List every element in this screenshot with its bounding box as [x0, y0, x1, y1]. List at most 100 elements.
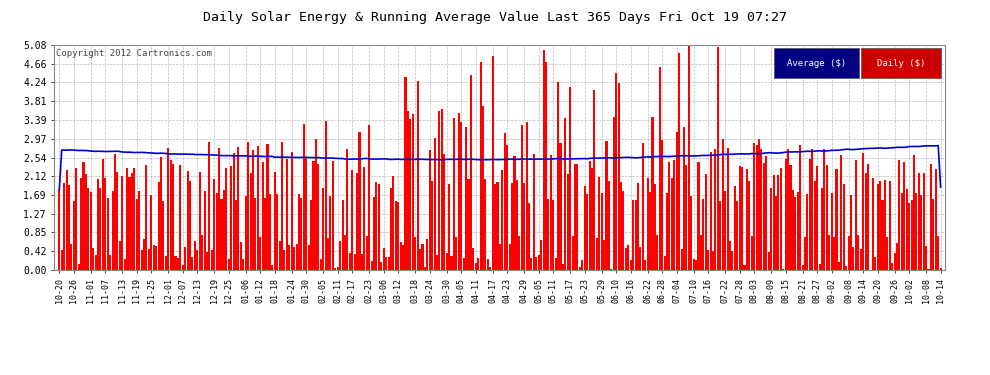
- Bar: [603, 240, 605, 270]
- Bar: [807, 194, 809, 270]
- Bar: [521, 125, 523, 270]
- Bar: [576, 164, 578, 270]
- Bar: [206, 252, 208, 270]
- Bar: [685, 165, 687, 270]
- Bar: [157, 182, 159, 270]
- Bar: [554, 258, 556, 270]
- Bar: [635, 200, 637, 270]
- Bar: [804, 237, 806, 270]
- Bar: [748, 182, 750, 270]
- Bar: [729, 241, 731, 270]
- Bar: [854, 160, 857, 270]
- Bar: [739, 166, 741, 270]
- Bar: [121, 176, 124, 270]
- Bar: [114, 154, 116, 270]
- Bar: [73, 201, 75, 270]
- Bar: [911, 201, 913, 270]
- Bar: [402, 245, 404, 270]
- Bar: [811, 148, 814, 270]
- Bar: [424, 267, 426, 270]
- Bar: [584, 186, 586, 270]
- Bar: [549, 155, 551, 270]
- Bar: [499, 244, 501, 270]
- Bar: [663, 256, 665, 270]
- Bar: [717, 47, 719, 270]
- Bar: [581, 260, 583, 270]
- Bar: [126, 168, 128, 270]
- Bar: [245, 196, 247, 270]
- Bar: [591, 168, 593, 270]
- Bar: [526, 122, 528, 270]
- Bar: [802, 265, 804, 270]
- Bar: [601, 193, 603, 270]
- Bar: [487, 260, 489, 270]
- Bar: [908, 203, 910, 270]
- Bar: [538, 255, 540, 270]
- Bar: [656, 235, 658, 270]
- Bar: [348, 253, 350, 270]
- Bar: [780, 168, 782, 270]
- Bar: [903, 162, 905, 270]
- Bar: [661, 140, 663, 270]
- Bar: [80, 178, 82, 270]
- Bar: [164, 256, 167, 270]
- Bar: [380, 262, 382, 270]
- FancyBboxPatch shape: [774, 48, 859, 78]
- Bar: [489, 267, 491, 270]
- Bar: [274, 172, 276, 270]
- Bar: [482, 106, 484, 270]
- Bar: [97, 179, 99, 270]
- Bar: [365, 236, 368, 270]
- Bar: [194, 241, 196, 270]
- Bar: [625, 248, 627, 270]
- Bar: [698, 162, 700, 270]
- Bar: [177, 258, 179, 270]
- Bar: [722, 139, 724, 270]
- Bar: [632, 200, 635, 270]
- Bar: [541, 240, 543, 270]
- Bar: [528, 203, 530, 270]
- Bar: [278, 241, 280, 270]
- Bar: [630, 260, 632, 270]
- Bar: [760, 149, 762, 270]
- Bar: [124, 259, 126, 270]
- Bar: [758, 139, 760, 270]
- Bar: [785, 159, 787, 270]
- Bar: [322, 188, 325, 270]
- Bar: [598, 177, 600, 270]
- Bar: [876, 184, 879, 270]
- Bar: [596, 237, 598, 270]
- Bar: [750, 236, 752, 270]
- Bar: [414, 237, 416, 270]
- Bar: [218, 148, 220, 270]
- Bar: [240, 242, 242, 270]
- Bar: [99, 188, 102, 270]
- Bar: [431, 182, 434, 270]
- Bar: [484, 179, 486, 270]
- Bar: [896, 243, 898, 270]
- Bar: [845, 266, 847, 270]
- Bar: [256, 146, 258, 270]
- Bar: [755, 145, 757, 270]
- Bar: [378, 184, 380, 270]
- Bar: [712, 251, 714, 270]
- Bar: [742, 166, 743, 270]
- Bar: [547, 199, 549, 270]
- Bar: [906, 189, 908, 270]
- Bar: [765, 156, 767, 270]
- Bar: [342, 200, 344, 270]
- Bar: [516, 180, 518, 270]
- Bar: [112, 191, 114, 270]
- Bar: [92, 248, 94, 270]
- Bar: [501, 170, 503, 270]
- Bar: [552, 200, 554, 270]
- Bar: [375, 182, 377, 270]
- Bar: [571, 236, 573, 270]
- Bar: [514, 156, 516, 270]
- Bar: [315, 139, 317, 270]
- Bar: [492, 56, 494, 270]
- Bar: [233, 153, 235, 270]
- Bar: [753, 143, 755, 270]
- Text: Daily Solar Energy & Running Average Value Last 365 Days Fri Oct 19 07:27: Daily Solar Energy & Running Average Val…: [203, 11, 787, 24]
- Bar: [710, 152, 712, 270]
